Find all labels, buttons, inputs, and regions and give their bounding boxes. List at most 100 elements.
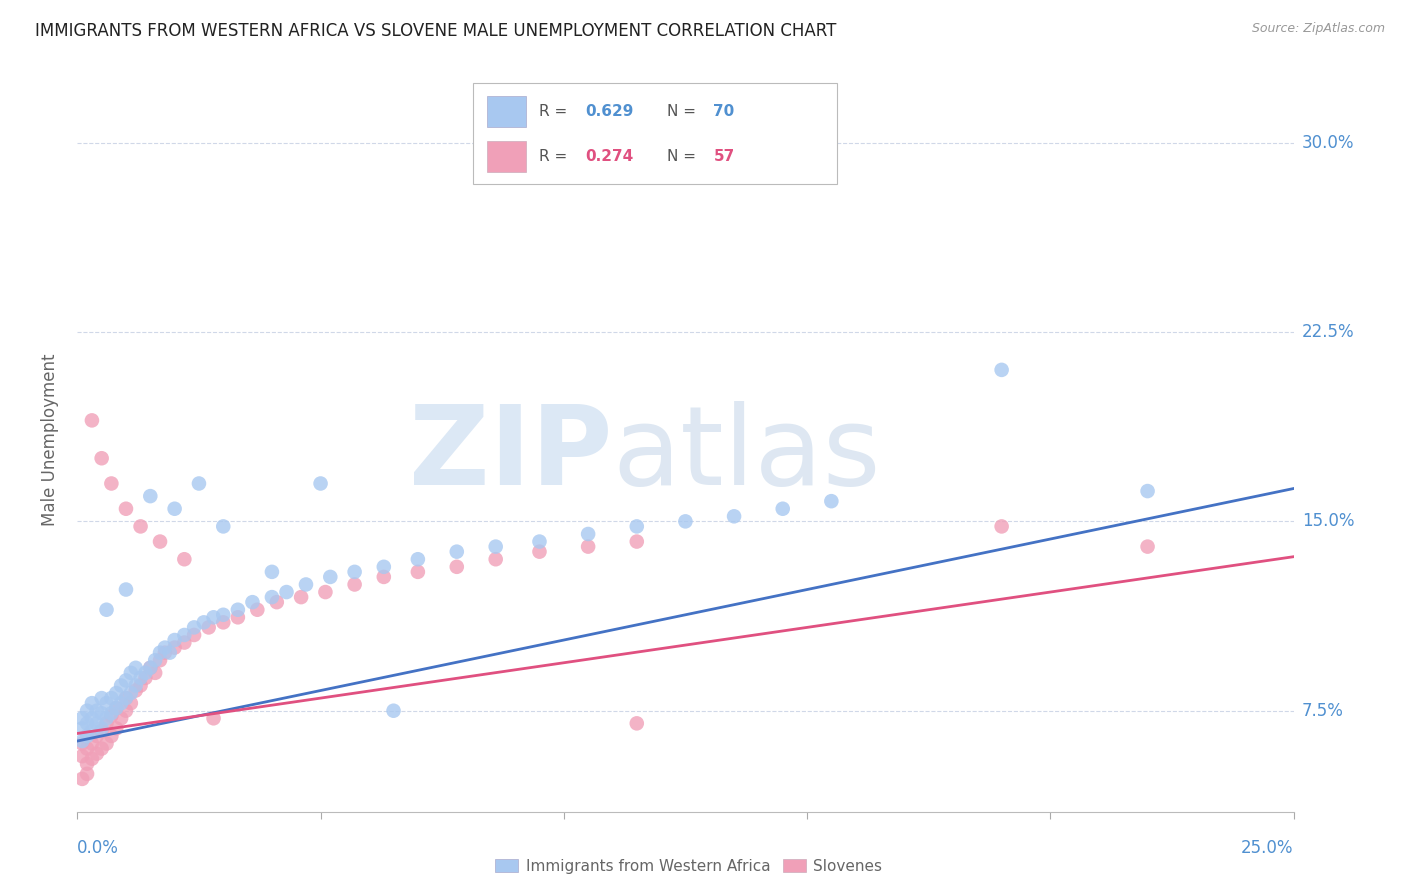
Point — [446, 544, 468, 558]
Point — [260, 590, 283, 604]
Point — [212, 519, 235, 533]
Point — [1136, 540, 1159, 554]
Point — [139, 661, 162, 675]
Text: 0.629: 0.629 — [586, 104, 634, 120]
Point — [100, 476, 122, 491]
Point — [90, 691, 112, 706]
Point — [70, 722, 93, 736]
Point — [120, 696, 142, 710]
FancyBboxPatch shape — [472, 83, 838, 184]
Point — [96, 716, 118, 731]
Point — [260, 565, 283, 579]
Point — [373, 570, 395, 584]
Point — [120, 665, 142, 680]
Text: N =: N = — [668, 149, 702, 164]
Point — [100, 729, 122, 743]
Point — [626, 519, 648, 533]
Text: atlas: atlas — [613, 401, 882, 508]
Point — [343, 577, 366, 591]
Point — [105, 701, 128, 715]
Text: R =: R = — [540, 149, 572, 164]
Text: ZIP: ZIP — [409, 401, 613, 508]
Point — [80, 696, 103, 710]
Point — [212, 615, 235, 630]
Point — [266, 595, 288, 609]
Point — [110, 678, 132, 692]
Point — [149, 653, 172, 667]
Point — [990, 363, 1012, 377]
Text: 0.274: 0.274 — [586, 149, 634, 164]
Point — [319, 570, 342, 584]
Point — [90, 451, 112, 466]
Point — [153, 646, 176, 660]
Point — [125, 683, 148, 698]
Point — [406, 552, 429, 566]
Point — [115, 673, 138, 688]
Point — [86, 716, 108, 731]
Text: 70: 70 — [713, 104, 735, 120]
Point — [675, 514, 697, 528]
FancyBboxPatch shape — [488, 141, 526, 172]
Point — [70, 734, 93, 748]
Point — [76, 716, 98, 731]
Text: 15.0%: 15.0% — [1302, 512, 1354, 531]
Point — [343, 565, 366, 579]
Point — [125, 678, 148, 692]
Point — [373, 559, 395, 574]
Point — [100, 691, 122, 706]
Point — [772, 501, 794, 516]
Point — [125, 661, 148, 675]
Point — [105, 686, 128, 700]
Point — [80, 723, 103, 738]
Point — [96, 737, 118, 751]
Text: Source: ZipAtlas.com: Source: ZipAtlas.com — [1251, 22, 1385, 36]
Point — [173, 628, 195, 642]
Point — [110, 696, 132, 710]
Point — [723, 509, 745, 524]
Text: 57: 57 — [713, 149, 735, 164]
Point — [115, 582, 138, 597]
Text: N =: N = — [668, 104, 702, 120]
Text: 22.5%: 22.5% — [1302, 323, 1354, 341]
Point — [129, 678, 152, 692]
Point — [80, 413, 103, 427]
Point — [309, 476, 332, 491]
Point — [163, 633, 186, 648]
Point — [202, 610, 225, 624]
Point — [193, 615, 215, 630]
Point — [134, 671, 156, 685]
Point — [990, 519, 1012, 533]
Point — [202, 711, 225, 725]
Point — [96, 603, 118, 617]
Point — [143, 653, 166, 667]
Point — [485, 552, 508, 566]
Point — [163, 501, 186, 516]
Point — [163, 640, 186, 655]
Point — [80, 737, 103, 751]
Point — [115, 501, 138, 516]
Point — [529, 544, 551, 558]
Point — [120, 686, 142, 700]
Point — [76, 704, 98, 718]
Point — [183, 620, 205, 634]
Point — [290, 590, 312, 604]
Point — [80, 711, 103, 725]
Point — [314, 585, 336, 599]
Point — [529, 534, 551, 549]
Legend: Immigrants from Western Africa, Slovenes: Immigrants from Western Africa, Slovenes — [489, 853, 889, 880]
Point — [242, 595, 264, 609]
Point — [115, 704, 138, 718]
Text: 30.0%: 30.0% — [1302, 134, 1354, 152]
Text: R =: R = — [540, 104, 572, 120]
Point — [276, 585, 298, 599]
Point — [129, 519, 152, 533]
Point — [226, 610, 249, 624]
Point — [115, 691, 138, 706]
Point — [143, 665, 166, 680]
Point — [183, 628, 205, 642]
Point — [70, 711, 93, 725]
Point — [100, 708, 122, 723]
Point — [446, 559, 468, 574]
Point — [576, 540, 599, 554]
Point — [90, 741, 112, 756]
